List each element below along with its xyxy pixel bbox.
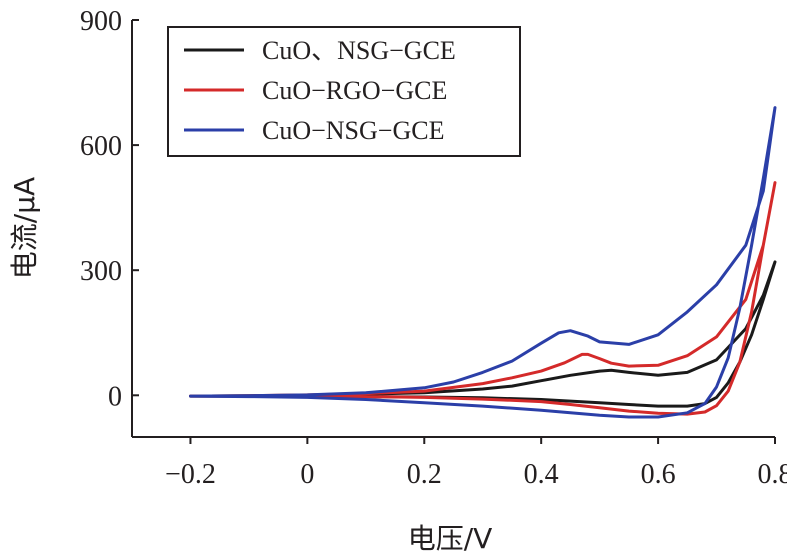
legend-label-3: CuO−NSG−GCE <box>262 116 444 145</box>
ticks: −0.2 0 0.2 0.4 0.6 0.8 0 300 600 900 <box>80 6 787 490</box>
axes <box>131 20 775 438</box>
y-tick-label: 0 <box>108 381 122 412</box>
x-axis-title: 电压/V <box>408 522 493 555</box>
x-tick-label: 0.6 <box>641 459 676 490</box>
y-tick-label: 900 <box>80 6 122 37</box>
x-tick-label: 0 <box>300 459 314 490</box>
series-group <box>189 106 777 419</box>
y-tick-label: 600 <box>80 131 122 162</box>
legend-label-2: CuO−RGO−GCE <box>262 76 447 105</box>
legend: CuO、NSG−GCE CuO−RGO−GCE CuO−NSG−GCE <box>167 26 521 157</box>
series-line-2 <box>189 181 777 416</box>
series-line-1 <box>189 260 777 408</box>
x-tick-label: 0.2 <box>407 459 442 490</box>
y-tick-label: 300 <box>80 256 122 287</box>
series-line-3 <box>189 106 777 419</box>
x-tick-label: 0.8 <box>758 459 787 490</box>
legend-label-1: CuO、NSG−GCE <box>262 36 456 65</box>
x-tick-label: −0.2 <box>165 459 216 490</box>
y-axis-title: 电流/μA <box>8 177 41 279</box>
x-tick-label: 0.4 <box>524 459 559 490</box>
